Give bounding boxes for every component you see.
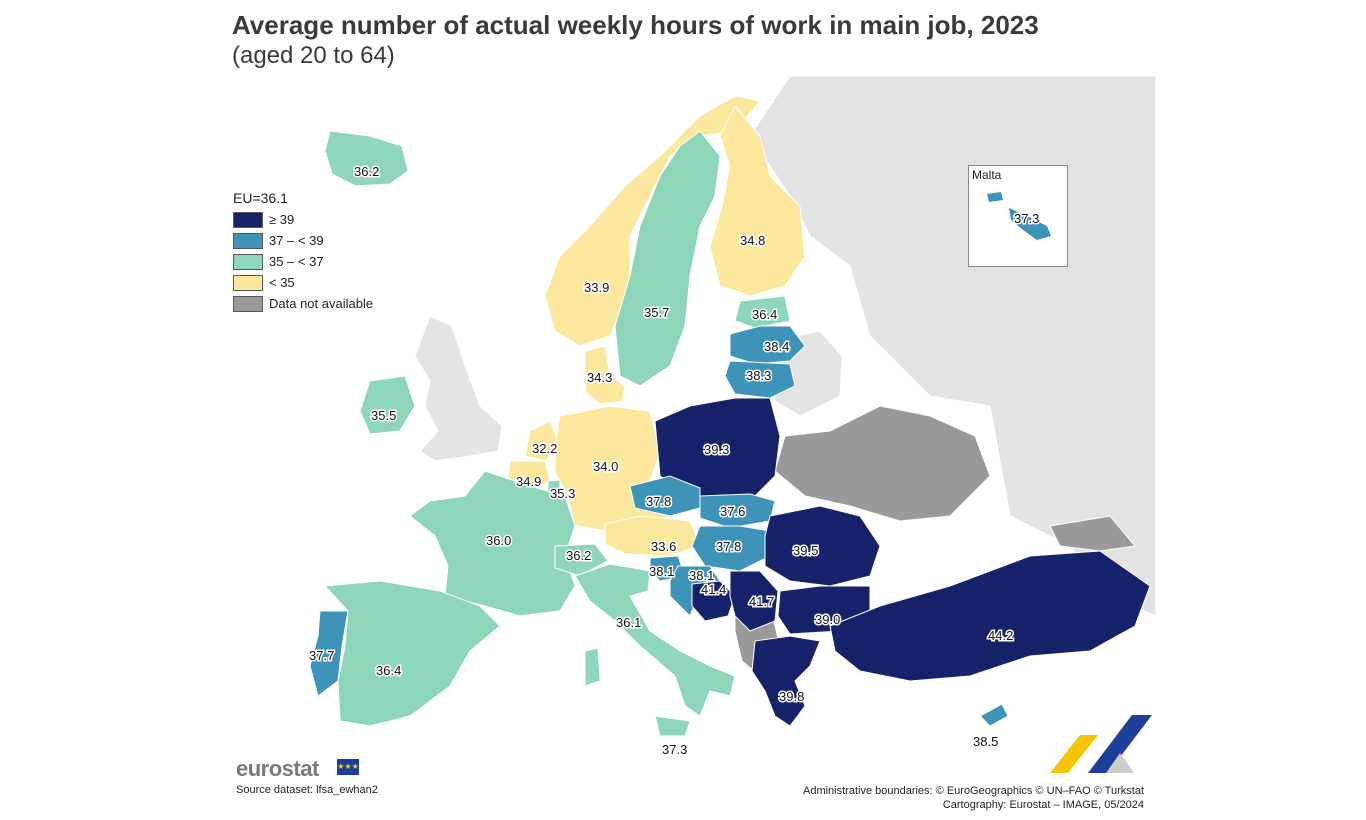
legend-swatch [233,253,263,270]
label-croatia: 38.1 [689,568,714,583]
label-slovenia: 38.1 [649,564,674,579]
latvia-region [729,325,806,365]
label-netherlands: 32.2 [532,441,557,456]
boundaries-note: Administrative boundaries: © EuroGeograp… [802,785,1144,797]
legend-row: 35 – < 37 [233,251,373,272]
legend-label: ≥ 39 [269,212,295,227]
legend-row: ≥ 39 [233,209,373,230]
uk-region [414,315,503,462]
label-switzerland: 36.2 [566,548,591,563]
bosnia-region [691,580,736,622]
label-germany: 34.0 [593,459,618,474]
label-ireland: 35.5 [371,408,396,423]
ukraine-region [774,405,991,522]
eu-flag-icon: ★★★ [337,759,359,775]
greece-region [751,635,821,727]
netherlands-region [524,420,561,462]
legend-row: < 35 [233,272,373,293]
sicily-region [654,715,691,737]
legend-eu-average: EU=36.1 [233,190,288,206]
label-denmark: 34.3 [587,370,612,385]
label-luxembourg: 35.3 [550,486,575,501]
label-estonia: 36.4 [752,307,777,322]
label-slovakia: 37.6 [720,504,745,519]
eurostat-logo: eurostat [236,756,319,781]
hungary-region [691,525,771,572]
malta-inset-title: Malta [972,168,1002,182]
ireland-region [359,375,416,435]
sweden-region [614,130,721,387]
legend: EU=36.1 ≥ 39 37 – < 39 35 – < 37 < 35 Da… [233,190,373,314]
legend-row: Data not available [233,293,373,314]
legend-swatch [233,232,263,249]
map-subtitle: (aged 20 to 64) [232,42,395,69]
source-note: Source dataset: lfsa_ewhan2 [236,784,378,796]
turkey-region [829,550,1151,682]
label-latvia: 38.4 [764,339,789,354]
malta-island-small [987,192,1003,202]
label-italy: 36.1 [616,615,641,630]
malta-island-main [1009,208,1051,240]
legend-row: 37 – < 39 [233,230,373,251]
label-finland: 34.8 [740,233,765,248]
serbia-region [729,570,779,632]
label-norway: 33.9 [584,280,609,295]
label-turkey: 44.2 [988,628,1013,643]
label-sweden: 35.7 [644,305,669,320]
switzerland-region [554,543,609,577]
denmark-region [584,345,626,405]
legend-label: 37 – < 39 [269,233,324,248]
label-austria: 33.6 [651,539,676,554]
legend-swatch [233,274,263,291]
label-bulgaria: 39.0 [815,612,840,627]
label-cyprus: 38.5 [973,734,998,749]
austria-region [604,515,701,557]
italy-region [574,563,736,717]
label-portugal: 37.7 [309,648,334,663]
norway-region [544,95,761,347]
eurostat-corner-graphic [1050,715,1152,773]
sardinia-region [584,647,601,687]
map-title: Average number of actual weekly hours of… [232,10,1039,40]
copyright-note: Administrative boundaries: © EuroGeograp… [803,784,1144,812]
legend-swatch [233,211,263,228]
label-bosnia: 41.4 [701,582,726,597]
label-serbia: 41.7 [749,594,774,609]
caucasus-region [1049,515,1136,552]
romania-region [764,505,881,587]
label-france: 36.0 [486,533,511,548]
legend-label: < 35 [269,275,295,290]
finland-region [709,105,806,297]
cyprus-region [979,703,1009,727]
malta-inset-map: 37.3 [987,192,1051,240]
legend-label: 35 – < 37 [269,254,324,269]
legend-label: Data not available [269,296,374,311]
label-belgium: 34.9 [516,474,541,489]
france-region [409,470,576,617]
malta-inset-value: 37.3 [1014,211,1039,226]
label-spain: 36.4 [376,663,401,678]
label-lithuania: 38.3 [746,368,771,383]
spain-region [323,580,501,727]
label-greece: 39.8 [779,689,804,704]
label-czechia: 37.8 [646,494,671,509]
legend-swatch [233,295,263,312]
malta-inset: Malta 37.3 [968,165,1068,267]
label-poland: 39.3 [704,442,729,457]
label-hungary: 37.8 [716,539,741,554]
estonia-region [734,295,791,329]
label-romania: 39.5 [793,543,818,558]
label-sicily-malta: 37.3 [662,742,687,757]
iceland-region [324,130,409,187]
cartography-note: Cartography: Eurostat – IMAGE, 05/2024 [942,799,1144,811]
label-iceland: 36.2 [354,164,379,179]
